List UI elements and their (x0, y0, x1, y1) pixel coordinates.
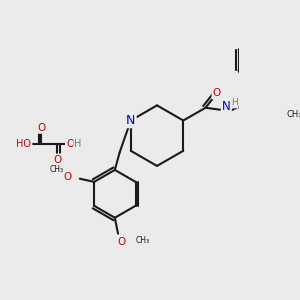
Text: CH₃: CH₃ (136, 236, 150, 244)
Text: N: N (126, 114, 136, 127)
Text: O: O (66, 139, 74, 148)
Text: O: O (37, 123, 46, 133)
Text: CH₃: CH₃ (287, 110, 300, 119)
Text: O: O (117, 237, 125, 247)
Text: CH₃: CH₃ (50, 165, 64, 174)
Text: HO: HO (16, 139, 32, 148)
Text: O: O (53, 154, 62, 165)
Text: H: H (74, 139, 82, 148)
Text: H: H (231, 98, 238, 107)
Text: O: O (64, 172, 72, 182)
Text: N: N (222, 100, 231, 113)
Text: O: O (213, 88, 221, 98)
